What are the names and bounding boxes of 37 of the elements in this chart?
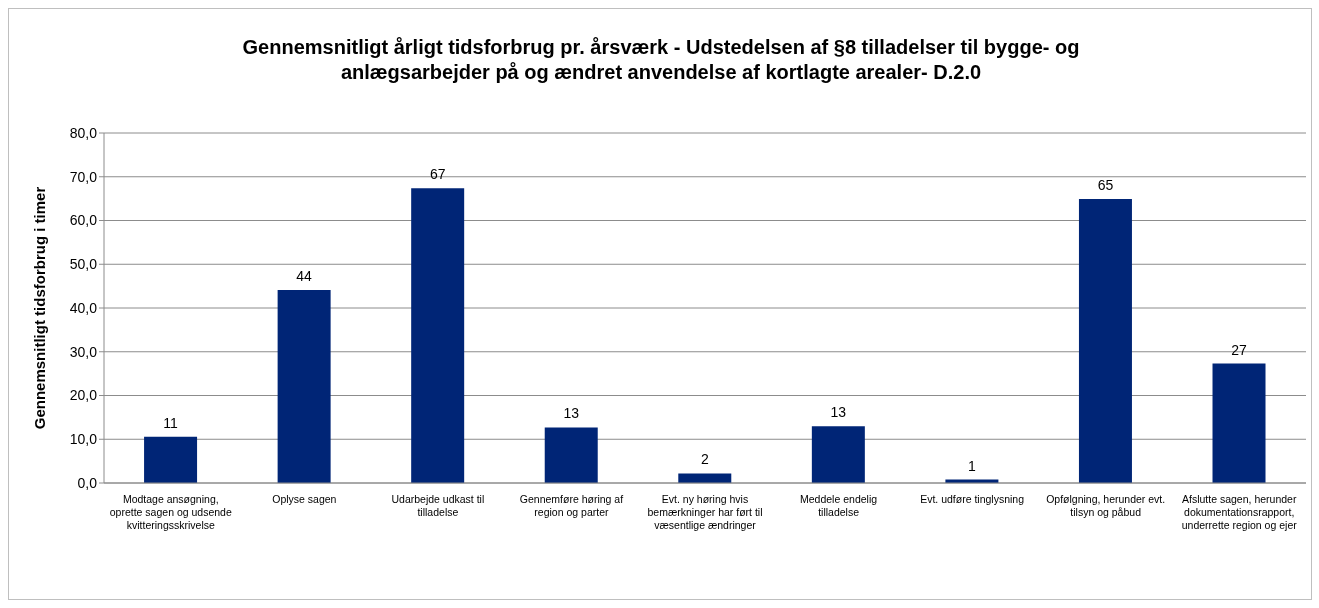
x-tick-label: Gennemføre høring af region og parter bbox=[519, 493, 624, 518]
x-tick-label: Opfølgning, herunder evt. tilsyn og påbud bbox=[1046, 493, 1166, 518]
y-tick-label: 10,0 bbox=[69, 431, 98, 448]
bar bbox=[678, 473, 732, 483]
data-label: 65 bbox=[1097, 177, 1114, 194]
bar bbox=[1212, 363, 1266, 483]
x-tick-label: Evt. ny høring hvis bemærkninger har ført til væsentlige ændringer bbox=[647, 493, 763, 531]
x-tick-label: Udarbejde udkast til tilladelse bbox=[391, 493, 485, 518]
y-axis-title: Gennemsnitligt tidsforbrug i timer bbox=[30, 186, 48, 430]
x-tick-label: Meddele endelig tilladelse bbox=[800, 493, 878, 518]
bar bbox=[277, 290, 331, 483]
y-tick-label: 20,0 bbox=[69, 387, 98, 404]
x-tick-label: Evt. udføre tinglysning bbox=[920, 493, 1025, 505]
y-tick-label: 40,0 bbox=[69, 299, 98, 316]
y-tick-label: 70,0 bbox=[69, 168, 98, 185]
x-tick-label: Modtage ansøgning, oprette sagen og udsende kvitteringsskrivelse bbox=[109, 493, 232, 531]
chart-title: Gennemsnitligt årligt tidsforbrug pr. årsværk - Udstedelsen af §8 tilladelser til bygge- og anlægsarbejder på og ændret anvendelse af kortlagte arealer- D.2.0 bbox=[241, 35, 1081, 85]
data-label: 11 bbox=[163, 414, 179, 431]
data-label: 27 bbox=[1231, 341, 1248, 358]
y-tick-label: 50,0 bbox=[69, 256, 98, 273]
y-tick-label: 30,0 bbox=[69, 343, 98, 360]
data-label: 67 bbox=[429, 166, 446, 183]
bar bbox=[1078, 199, 1132, 483]
bar bbox=[544, 427, 598, 483]
data-label: 44 bbox=[296, 268, 313, 285]
data-label: 1 bbox=[968, 457, 976, 474]
data-label: 13 bbox=[563, 405, 580, 422]
y-tick-label: 80,0 bbox=[69, 124, 98, 141]
data-label: 13 bbox=[830, 404, 847, 421]
x-tick-label: Oplyse sagen bbox=[272, 493, 337, 505]
bar bbox=[411, 188, 465, 483]
bar bbox=[144, 436, 198, 483]
y-tick-label: 0,0 bbox=[77, 474, 98, 491]
bar bbox=[811, 426, 865, 483]
x-tick-label: Afslutte sagen, herunder dokumentationsrapport, underrette region og ejer bbox=[1181, 493, 1298, 531]
y-tick-label: 60,0 bbox=[69, 212, 98, 229]
data-label: 2 bbox=[700, 451, 709, 468]
